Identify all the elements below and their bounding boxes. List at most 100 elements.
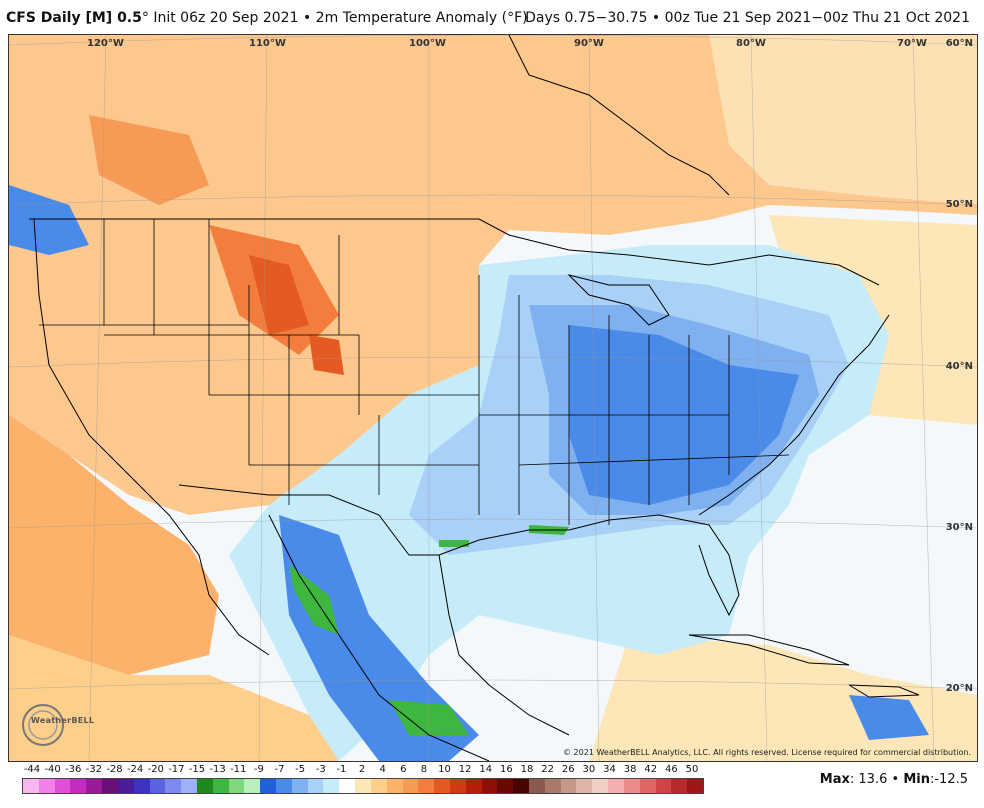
colorbar [22, 778, 704, 794]
max-min-stats: Max: 13.6 • Min:-12.5 [819, 772, 968, 787]
colorbar-labels: -44 -40 -36 -32 -28 -24 -20 -17 -15 -13 -11 -9 -7 -5-… [22, 764, 702, 778]
colorbar-label: 46 [665, 764, 678, 775]
max-value: 13.6 [858, 772, 888, 787]
colorbar-segment [117, 779, 134, 793]
colorbar-segment [276, 779, 292, 793]
colorbar-label: -5 [295, 764, 306, 775]
logo-text: WeatherBELL [31, 716, 95, 725]
colorbar-segment [181, 779, 197, 793]
colorbar-label: -32 [85, 764, 103, 775]
model-name: CFS Daily [M] 0.5 [6, 10, 142, 26]
colorbar-label: 18 [520, 764, 534, 775]
colorbar-label: 8 [420, 764, 428, 775]
colorbar-segment [465, 779, 482, 793]
lat-label-50n: 50°N [945, 199, 973, 210]
colorbar-segment [291, 779, 308, 793]
warm-anomaly-northeast [709, 35, 977, 205]
colorbar-segment [386, 779, 403, 793]
colorbar-label: 34 [603, 764, 616, 775]
warm-anomaly-core-4 [309, 335, 344, 375]
colorbar-segment [54, 779, 71, 793]
state-lines [39, 219, 790, 525]
colorbar-label: 2 [358, 764, 366, 775]
colorbar-segment [70, 779, 87, 793]
colorbar-segment [418, 779, 435, 793]
colorbar-label: -11 [230, 764, 247, 775]
colorbar-label: -36 [65, 764, 82, 775]
lat-label-60n: 60°N [945, 38, 973, 49]
colorbar-label: -9 [253, 764, 264, 775]
min-label: Min [903, 772, 930, 787]
colorbar-segment [133, 779, 150, 793]
colorbar-label: 16 [500, 764, 513, 775]
strong-cool-gulf [439, 540, 469, 547]
colorbar-segment [608, 779, 624, 793]
colorbar-segment [513, 779, 529, 793]
colorbar-segment [529, 779, 545, 793]
colorbar-label: 50 [685, 764, 699, 775]
min-value: -12.5 [934, 772, 968, 787]
colorbar-label: -40 [44, 764, 61, 775]
colorbar-segment [639, 779, 656, 793]
lat-label-20n: 20°N [945, 683, 973, 694]
colorbar-segment [671, 779, 688, 793]
colorbar-label: -20 [147, 764, 164, 775]
colorbar-segment [307, 779, 324, 793]
colorbar-segment [323, 779, 340, 793]
colorbar-segment [38, 779, 55, 793]
colorbar-label: 10 [438, 764, 451, 775]
map-svg [9, 35, 977, 761]
cool-anomaly-caribbean [849, 695, 929, 740]
colorbar-segment [434, 779, 450, 793]
colorbar-segment [592, 779, 609, 793]
colorbar-segment [655, 779, 672, 793]
colorbar-segment [165, 779, 182, 793]
lat-label-40n: 40°N [945, 361, 973, 372]
west-coast [33, 218, 270, 656]
hudson-coast [508, 35, 730, 196]
strong-cool-mexico [289, 565, 339, 635]
colorbar-label: 4 [379, 764, 386, 775]
colorbar-segment [449, 779, 466, 793]
lon-label-100w: 100°W [409, 38, 446, 49]
colorbar-segment [497, 779, 514, 793]
colorbar-segment [260, 779, 276, 793]
colorbar-label: -1 [336, 764, 347, 775]
colorbar-segment [576, 779, 593, 793]
colorbar-segment [687, 779, 703, 793]
colorbar-segment [244, 779, 261, 793]
canada-us-border [29, 218, 880, 286]
lon-label-120w: 120°W [87, 38, 124, 49]
mexico-coast [268, 514, 490, 761]
colorbar-label: 14 [479, 764, 493, 775]
valid-range: Days 0.75−30.75 • 00z Tue 21 Sep 2021−00… [525, 10, 970, 26]
anomaly-map: 120°W 110°W 100°W 90°W 80°W 70°W 60°N 50… [8, 34, 978, 762]
warm-anomaly-west-coast [9, 415, 219, 675]
colorbar-segment [212, 779, 229, 793]
colorbar-label: 22 [541, 764, 554, 775]
warm-anomaly-core-1 [89, 115, 209, 205]
colorbar-label: -7 [274, 764, 285, 775]
lon-label-110w: 110°W [249, 38, 286, 49]
colorbar-segment [86, 779, 103, 793]
cuba [688, 634, 850, 666]
colorbar-segment [102, 779, 118, 793]
colorbar-segment [544, 779, 561, 793]
colorbar-segment [560, 779, 577, 793]
colorbar-label: 26 [561, 764, 575, 775]
us-mexico-border [178, 484, 439, 556]
hispaniola [848, 684, 920, 698]
colorbar-label: -3 [315, 764, 326, 775]
colorbar-label: 12 [458, 764, 472, 775]
great-lakes [567, 274, 670, 326]
colorbar-segment [196, 779, 213, 793]
lon-label-80w: 80°W [736, 38, 766, 49]
colorbar-label: 38 [623, 764, 637, 775]
colorbar-label: -17 [168, 764, 185, 775]
colorbar-label: 6 [400, 764, 407, 775]
colorbar-label: -24 [126, 764, 144, 775]
stats-separator: • [891, 772, 900, 787]
copyright: © 2021 WeatherBELL Analytics, LLC. All r… [563, 748, 971, 757]
colorbar-label: -28 [106, 764, 123, 775]
colorbar-label: -13 [209, 764, 226, 775]
